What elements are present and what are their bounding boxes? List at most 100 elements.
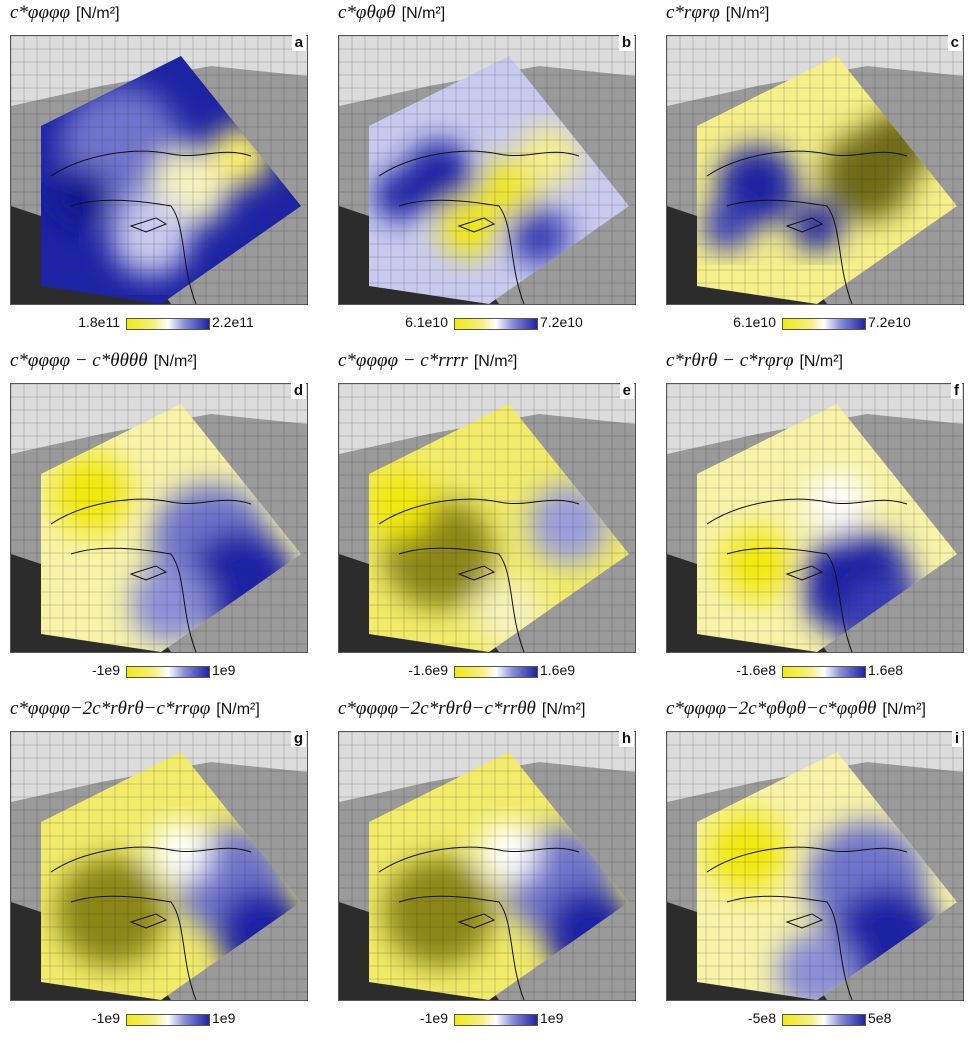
title-text: c*φφφφ − c*rrrr: [338, 350, 468, 371]
anomaly-blob: [111, 196, 191, 276]
colorbar: -1e9 1e9: [0, 661, 320, 681]
map-image: [338, 731, 636, 1001]
colorbar-max-label: 1.6e9: [540, 662, 576, 678]
coastline: [706, 846, 908, 1000]
colorbar: -1.6e9 1.6e9: [328, 661, 648, 681]
colorbar-max-label: 7.2e10: [540, 314, 583, 330]
panel-title: c*rθrθ − c*rφrφ [N/m²]: [666, 350, 843, 372]
panel-label: c: [947, 34, 962, 51]
colorbar-max-label: 1e9: [212, 662, 236, 678]
map-image: [10, 35, 308, 305]
map-image: [10, 731, 308, 1001]
map-canvas: [339, 384, 635, 652]
map-image: [338, 35, 636, 305]
colorbar: -5e8 5e8: [656, 1009, 976, 1029]
colorbar-min-label: 1.8e11: [78, 314, 120, 330]
lat-lon-grid: [11, 732, 307, 1000]
colorbar-max-label: 7.2e10: [868, 314, 911, 330]
map-canvas: [11, 36, 307, 304]
colorbar: -1e9 1e9: [0, 1009, 320, 1029]
panel-d: c*φφφφ − c*θθθθ [N/m²] d -1e9 1e9: [0, 348, 320, 693]
panel-b: c*φθφθ [N/m²] b 6.1e10 7.2e10: [328, 0, 648, 345]
colorbar-max-label: 1.6e8: [868, 662, 904, 678]
colorbar-gradient: [126, 666, 210, 678]
panel-label: b: [618, 34, 634, 51]
map-canvas: [11, 732, 307, 1000]
colorbar-gradient: [126, 318, 210, 330]
colorbar-gradient: [126, 1014, 210, 1026]
panel-label: e: [619, 382, 634, 399]
anomaly-blob: [722, 529, 792, 599]
unit-text: [N/m²]: [401, 5, 446, 22]
panel-title: c*φφφφ [N/m²]: [10, 2, 120, 24]
title-text: c*φθφθ: [338, 2, 396, 23]
anomaly-blob: [384, 857, 494, 967]
colorbar-gradient: [782, 318, 866, 330]
coastline: [50, 846, 252, 1000]
colorbar: 6.1e10 7.2e10: [328, 313, 648, 333]
panel-e: c*φφφφ − c*rrrr [N/m²] e -1.6e9 1.6e9: [328, 348, 648, 693]
anomaly-blob: [131, 564, 211, 644]
colorbar-min-label: -5e8: [747, 1010, 776, 1026]
coastline: [378, 150, 580, 304]
panel-title: c*φφφφ − c*rrrr [N/m²]: [338, 350, 517, 372]
anomaly-blob: [707, 812, 787, 892]
coastline: [706, 150, 908, 304]
panel-title: c*φφφφ−2c*rθrθ−c*rrφφ [N/m²]: [10, 698, 260, 720]
panel-i: c*φφφφ−2c*φθφθ−c*φφθθ [N/m²] i -5e8 5e8: [656, 696, 976, 1041]
title-text: c*φφφφ: [10, 2, 70, 23]
anomaly-blob: [529, 484, 609, 564]
panel-title: c*φθφθ [N/m²]: [338, 2, 445, 24]
panel-label: g: [290, 730, 306, 747]
lat-lon-grid: [11, 36, 307, 304]
anomaly-blob: [807, 474, 867, 534]
colorbar: -1.6e8 1.6e8: [656, 661, 976, 681]
panel-title: c*φφφφ−2c*rθrθ−c*rrθθ [N/m²]: [338, 698, 585, 720]
panel-label: i: [951, 730, 962, 747]
colorbar-gradient: [454, 666, 538, 678]
map-canvas: [667, 732, 963, 1000]
colorbar-min-label: -1.6e9: [408, 662, 448, 678]
anomaly-blob: [51, 166, 111, 226]
anomaly-blob: [702, 201, 752, 251]
map-image: [666, 35, 964, 305]
title-text: c*rφrφ: [666, 2, 720, 23]
coastline: [378, 846, 580, 1000]
colorbar: -1e9 1e9: [328, 1009, 648, 1029]
colorbar-gradient: [782, 666, 866, 678]
unit-text: [N/m²]: [153, 353, 198, 370]
colorbar-gradient: [454, 1014, 538, 1026]
anomaly-blob: [369, 469, 434, 539]
anomaly-blob: [479, 822, 539, 882]
title-text: c*φφφφ−2c*rθrθ−c*rrθθ: [338, 698, 536, 719]
colorbar-min-label: -1e9: [91, 662, 120, 678]
colorbar-gradient: [782, 1014, 866, 1026]
colorbar: 6.1e10 7.2e10: [656, 313, 976, 333]
colorbar-gradient: [454, 318, 538, 330]
panel-label: f: [951, 382, 962, 399]
colorbar-max-label: 1e9: [212, 1010, 236, 1026]
lat-lon-grid: [667, 732, 963, 1000]
panel-h: c*φφφφ−2c*rθrθ−c*rrθθ [N/m²] h -1e9 1e9: [328, 696, 648, 1041]
unit-text: [N/m²]: [725, 5, 770, 22]
anomaly-blob: [509, 206, 569, 266]
colorbar-min-label: -1e9: [419, 1010, 448, 1026]
colorbar-max-label: 1e9: [540, 1010, 564, 1026]
unit-text: [N/m²]: [541, 701, 586, 718]
panel-g: c*φφφφ−2c*rθrθ−c*rrφφ [N/m²] g -1e9 1e9: [0, 696, 320, 1041]
panel-label: a: [291, 34, 306, 51]
map-canvas: [11, 384, 307, 652]
panel-title: c*φφφφ − c*θθθθ [N/m²]: [10, 350, 197, 372]
unit-text: [N/m²]: [799, 353, 843, 370]
title-text: c*φφφφ − c*θθθθ: [10, 350, 148, 371]
map-canvas: [339, 732, 635, 1000]
map-image: [10, 383, 308, 653]
map-canvas: [339, 36, 635, 304]
lat-lon-grid: [11, 384, 307, 652]
map-image: [666, 383, 964, 653]
panel-label: d: [290, 382, 306, 399]
colorbar: 1.8e11 2.2e11: [0, 313, 320, 333]
unit-text: [N/m²]: [473, 353, 518, 370]
title-text: c*φφφφ−2c*rθrθ−c*rrφφ: [10, 698, 211, 719]
panel-f: c*rθrθ − c*rφrφ [N/m²] f -1.6e8 1.6e8: [656, 348, 976, 693]
